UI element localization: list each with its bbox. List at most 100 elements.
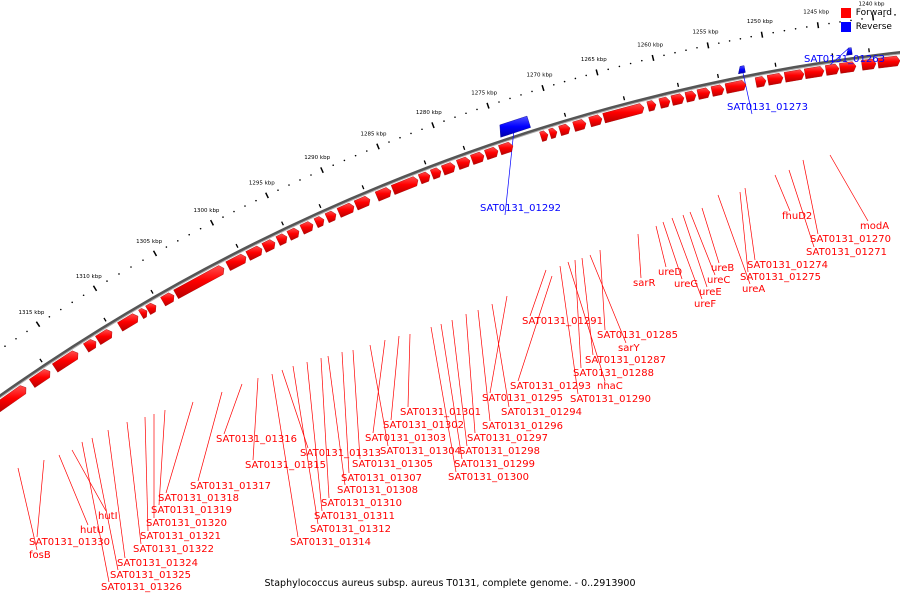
genome-caption: Staphylococcus aureus subsp. aureus T013… [264, 578, 636, 589]
scale-tick-label: 1305 kbp [136, 239, 162, 245]
forward-gene-17[interactable] [572, 119, 587, 132]
forward-gene-32[interactable] [324, 210, 337, 224]
forward-gene-10[interactable] [696, 87, 711, 100]
forward-gene-26[interactable] [429, 167, 442, 180]
forward-gene-3[interactable] [825, 63, 840, 76]
forward-gene-31[interactable] [336, 202, 355, 218]
forward-gene-14[interactable] [646, 100, 657, 112]
scale-minor-tick [299, 179, 301, 181]
forward-gene-48[interactable] [28, 368, 51, 388]
forward-gene-34[interactable] [299, 221, 314, 235]
scale-minor-tick [399, 136, 401, 139]
legend-reverse: Reverse [840, 22, 892, 32]
scale-tick-label: 1240 kbp [859, 2, 885, 8]
scale-minor-tick [71, 301, 73, 304]
forward-gene-8[interactable] [724, 80, 747, 94]
forward-gene-43[interactable] [138, 308, 148, 319]
forward-gene-18[interactable] [558, 123, 571, 136]
forward-gene-7[interactable] [754, 76, 767, 88]
gene-marker [423, 160, 427, 165]
scale-minor-tick [82, 294, 85, 297]
forward-gene-16[interactable] [588, 114, 603, 128]
forward-gene-37[interactable] [261, 239, 276, 253]
scale-major-tick [706, 42, 710, 49]
forward-label-connector [271, 373, 299, 538]
scale-major-tick [816, 22, 820, 29]
reverse-gene-sat0131-01273[interactable] [738, 65, 746, 75]
forward-gene-22[interactable] [484, 146, 499, 160]
forward-label-connector [717, 194, 751, 285]
forward-gene-36[interactable] [275, 233, 288, 246]
forward-gene-5[interactable] [783, 69, 805, 83]
forward-gene-49[interactable] [0, 385, 27, 414]
forward-label-connector [158, 409, 166, 506]
gene-marker [103, 317, 107, 322]
reverse-gene-sat0131-01292[interactable] [499, 115, 531, 138]
forward-label-connector [465, 313, 476, 434]
backbone-highlight [0, 53, 900, 399]
forward-gene-9[interactable] [710, 84, 725, 97]
forward-gene-label: SAT0131_01291 [522, 316, 603, 327]
forward-gene-44[interactable] [117, 313, 139, 332]
forward-gene-19[interactable] [548, 127, 558, 140]
forward-gene-2[interactable] [839, 61, 857, 74]
scale-minor-tick [498, 101, 500, 103]
forward-gene-40[interactable] [173, 265, 225, 299]
scale-minor-tick [607, 68, 609, 71]
scale-tick-label: 1285 kbp [361, 131, 387, 137]
forward-gene-label: SAT0131_01321 [140, 531, 221, 542]
forward-gene-30[interactable] [353, 195, 371, 211]
forward-gene-24[interactable] [456, 156, 471, 170]
forward-gene-label: sarR [633, 278, 655, 289]
forward-gene-4[interactable] [803, 66, 825, 80]
forward-gene-45[interactable] [95, 329, 113, 345]
forward-gene-39[interactable] [225, 253, 247, 271]
scale-minor-tick [520, 94, 522, 96]
scale-minor-tick [718, 42, 720, 44]
scale-minor-tick [388, 141, 390, 143]
forward-gene-label: SAT0131_01311 [314, 511, 395, 522]
forward-gene-47[interactable] [51, 350, 79, 373]
forward-gene-label: ureF [694, 299, 716, 310]
scale-minor-tick [663, 54, 665, 57]
forward-label-connector [701, 207, 720, 264]
forward-gene-28[interactable] [390, 176, 419, 195]
backbone-line [0, 51, 900, 398]
forward-gene-0[interactable] [861, 58, 877, 71]
forward-gene-label: SAT0131_01305 [352, 459, 433, 470]
gene-marker [39, 358, 43, 363]
forward-gene-41[interactable] [160, 292, 175, 307]
scale-minor-tick [585, 74, 587, 77]
forward-gene-29[interactable] [374, 187, 392, 202]
forward-label-connector [517, 275, 553, 382]
scale-minor-tick [465, 112, 467, 115]
forward-gene-46[interactable] [83, 339, 97, 353]
forward-gene-label: ureE [699, 287, 722, 298]
reverse-gene-sat0131-01263[interactable] [846, 47, 853, 56]
forward-gene-23[interactable] [470, 151, 485, 165]
forward-gene-33[interactable] [313, 216, 325, 229]
forward-gene-label: ureA [742, 284, 765, 295]
forward-gene-35[interactable] [286, 227, 300, 241]
forward-label-connector [655, 225, 667, 268]
forward-gene-25[interactable] [440, 162, 456, 176]
forward-gene-38[interactable] [245, 245, 263, 261]
forward-gene-1[interactable] [877, 55, 900, 69]
forward-gene-label: SAT0131_01317 [190, 481, 271, 492]
forward-label-connector [774, 174, 791, 212]
reverse-label: Reverse [855, 22, 892, 32]
gene-marker [361, 185, 365, 190]
forward-gene-11[interactable] [684, 90, 697, 103]
forward-gene-label: SAT0131_01296 [482, 421, 563, 432]
forward-gene-6[interactable] [766, 73, 784, 86]
forward-gene-42[interactable] [145, 302, 157, 315]
forward-gene-27[interactable] [417, 171, 431, 185]
forward-gene-15[interactable] [602, 103, 645, 124]
forward-gene-20[interactable] [539, 130, 549, 142]
reverse-gene-label: SAT0131_01263 [804, 54, 885, 65]
forward-gene-13[interactable] [658, 96, 671, 109]
forward-gene-12[interactable] [670, 93, 685, 106]
scale-minor-tick [574, 77, 577, 80]
forward-label-connector [252, 377, 259, 461]
forward-gene-21[interactable] [498, 141, 514, 156]
